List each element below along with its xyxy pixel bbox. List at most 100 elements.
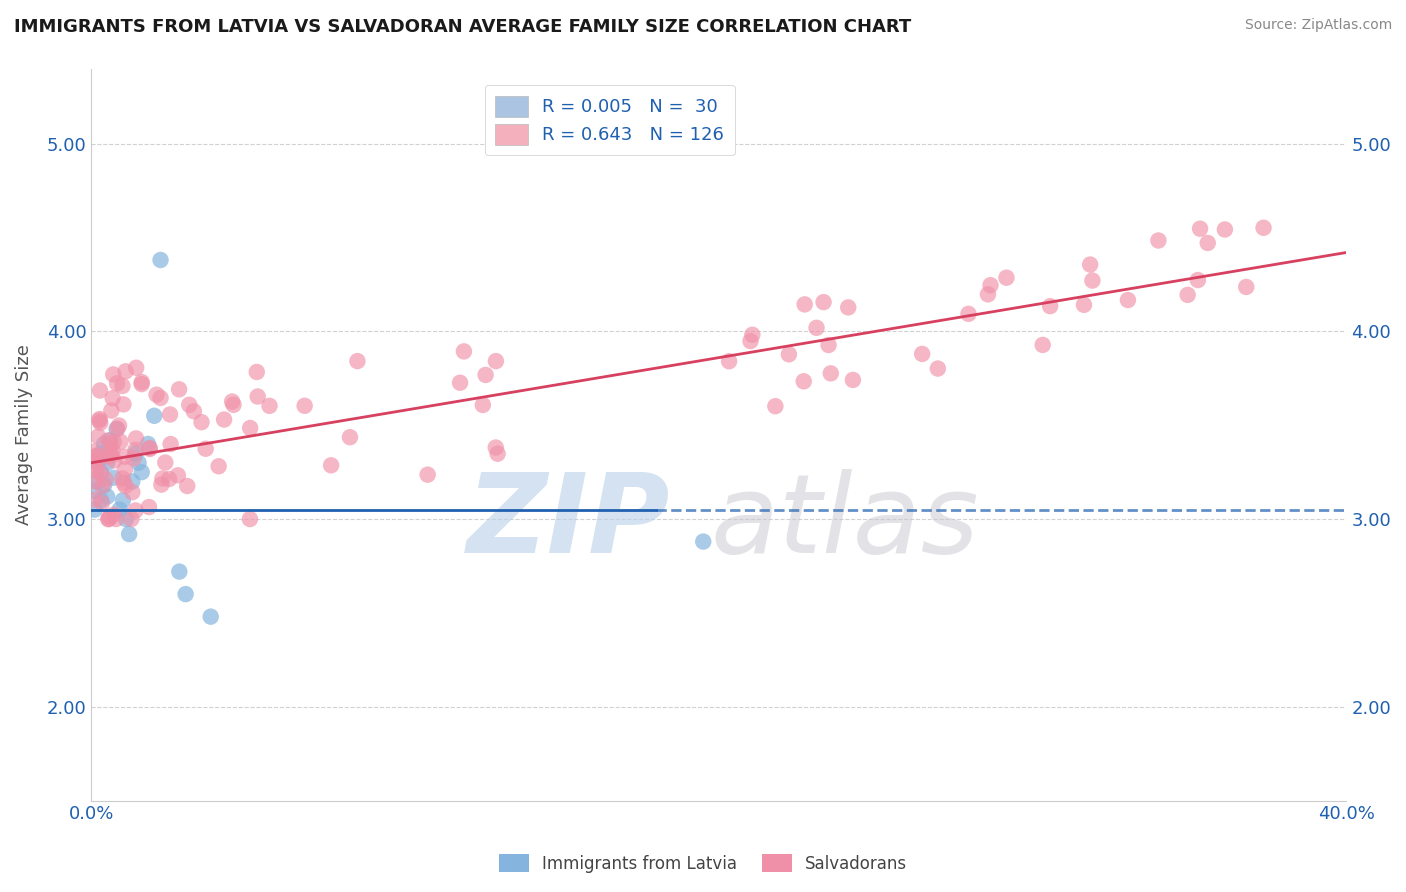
Point [90, 467, 112, 481]
Point [1197, 235, 1219, 250]
Point [155, 456, 177, 470]
Point [1116, 293, 1139, 307]
Point [167, 382, 190, 396]
Point [416, 467, 439, 482]
Point [96, 456, 118, 470]
Point [339, 430, 361, 444]
Point [96, 490, 118, 504]
Point [98, 437, 121, 451]
Point [83, 444, 105, 458]
Point [89, 384, 111, 398]
Point [793, 374, 815, 388]
Point [114, 364, 136, 378]
Point [221, 394, 243, 409]
Point [149, 252, 172, 267]
Point [346, 354, 368, 368]
Point [246, 390, 269, 404]
Point [120, 512, 142, 526]
Point [105, 422, 128, 436]
Point [112, 397, 135, 411]
Point [91, 479, 114, 493]
Point [83, 475, 105, 489]
Point [108, 418, 131, 433]
Point [486, 447, 509, 461]
Point [83, 492, 105, 507]
Point [84, 454, 107, 468]
Point [169, 565, 191, 579]
Point [1253, 220, 1275, 235]
Point [152, 471, 174, 485]
Point [103, 368, 125, 382]
Point [474, 368, 496, 382]
Point [128, 456, 150, 470]
Point [778, 347, 800, 361]
Point [806, 320, 828, 334]
Legend: Immigrants from Latvia, Salvadorans: Immigrants from Latvia, Salvadorans [492, 847, 914, 880]
Point [83, 502, 105, 516]
Point [1213, 222, 1236, 236]
Point [1147, 234, 1170, 248]
Point [103, 434, 125, 449]
Point [176, 479, 198, 493]
Point [83, 450, 105, 464]
Point [90, 465, 112, 479]
Point [143, 409, 166, 423]
Point [911, 347, 934, 361]
Point [114, 479, 136, 493]
Point [90, 446, 112, 460]
Point [131, 465, 153, 479]
Point [98, 444, 121, 458]
Point [485, 441, 508, 455]
Point [149, 391, 172, 405]
Point [98, 446, 121, 460]
Point [114, 450, 136, 464]
Point [93, 478, 115, 492]
Point [125, 360, 148, 375]
Point [157, 472, 180, 486]
Point [239, 421, 262, 435]
Point [89, 416, 111, 430]
Point [1039, 299, 1062, 313]
Point [138, 500, 160, 514]
Point [121, 485, 143, 500]
Point [124, 442, 146, 457]
Point [1189, 221, 1212, 235]
Point [212, 412, 235, 426]
Point [471, 398, 494, 412]
Point [1177, 288, 1199, 302]
Point [115, 512, 138, 526]
Point [246, 365, 269, 379]
Point [813, 295, 835, 310]
Point [93, 437, 115, 451]
Point [166, 468, 188, 483]
Point [96, 450, 118, 464]
Point [100, 403, 122, 417]
Legend: R = 0.005   N =  30, R = 0.643   N = 126: R = 0.005 N = 30, R = 0.643 N = 126 [485, 85, 735, 155]
Point [740, 334, 762, 348]
Point [692, 534, 714, 549]
Point [190, 415, 212, 429]
Point [101, 391, 124, 405]
Point [139, 442, 162, 456]
Point [259, 399, 281, 413]
Point [222, 398, 245, 412]
Point [1073, 298, 1095, 312]
Point [121, 475, 143, 489]
Point [150, 477, 173, 491]
Text: ZIP: ZIP [467, 469, 671, 576]
Point [208, 459, 231, 474]
Point [159, 408, 181, 422]
Point [89, 412, 111, 426]
Point [817, 338, 839, 352]
Point [319, 458, 342, 473]
Point [103, 471, 125, 485]
Point [83, 483, 105, 498]
Point [741, 327, 763, 342]
Point [100, 449, 122, 463]
Point [97, 512, 120, 526]
Point [124, 446, 146, 460]
Point [124, 503, 146, 517]
Point [453, 344, 475, 359]
Point [1081, 274, 1104, 288]
Point [87, 429, 110, 443]
